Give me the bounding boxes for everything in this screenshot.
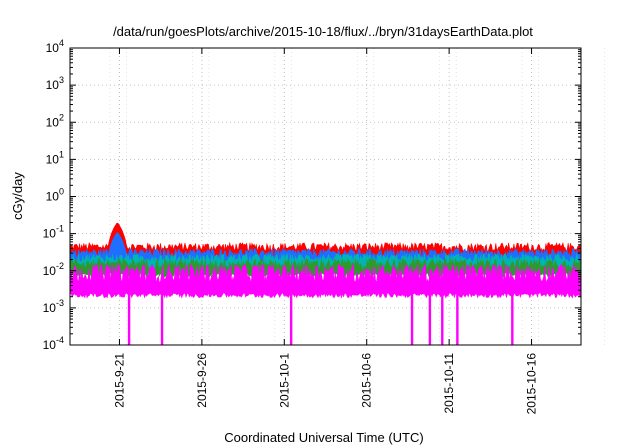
series-4-dropout <box>441 283 444 345</box>
series-4-dropout <box>456 283 459 345</box>
x-tick-label: 2015-9-26 <box>195 353 209 408</box>
ticks: 10-4 10-3 10-2 10-1 100 101 102 103 104 2015-9-21… <box>43 38 581 414</box>
x-tick-label: 2015-10-1 <box>277 353 291 408</box>
y-tick-label: 10-4 <box>43 335 64 352</box>
y-tick-label: 10-3 <box>43 298 64 315</box>
x-tick-label: 2015-10-11 <box>442 353 456 414</box>
x-tick-label: 2015-10-16 <box>525 353 539 415</box>
series-4-dropout <box>511 283 514 345</box>
y-axis-label: cGy/day <box>10 172 25 220</box>
series-4-dropout <box>160 283 164 345</box>
series-4-dropout <box>289 283 293 345</box>
chart-title: /data/run/goesPlots/archive/2015-10-18/f… <box>113 24 533 39</box>
y-tick-label: 10-2 <box>43 261 64 278</box>
y-tick-label: 101 <box>46 149 64 166</box>
y-tick-label: 103 <box>46 75 64 92</box>
y-tick-label: 10-1 <box>43 224 64 241</box>
y-tick-label: 102 <box>46 112 64 129</box>
x-axis-label: Coordinated Universal Time (UTC) <box>224 430 423 445</box>
series-4-dropout <box>428 283 432 345</box>
x-tick-label: 2015-9-21 <box>112 353 126 408</box>
plot-area <box>69 222 582 345</box>
grid <box>70 47 605 346</box>
y-tick-label: 100 <box>46 187 64 204</box>
series-4-dropout <box>127 283 131 345</box>
y-tick-label: 104 <box>46 38 64 55</box>
x-tick-label: 2015-10-6 <box>360 353 374 408</box>
series-4-dropout <box>410 283 414 345</box>
